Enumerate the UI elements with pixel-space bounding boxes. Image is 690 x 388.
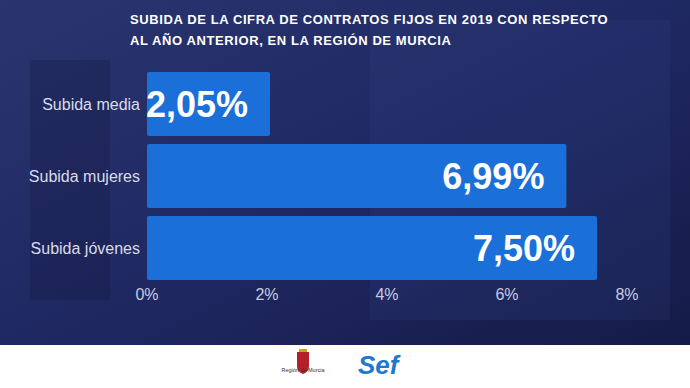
footer-band	[0, 345, 690, 388]
category-label: Subida mujeres	[29, 168, 140, 185]
background	[0, 0, 690, 345]
tick-label: 2%	[255, 286, 278, 303]
footer-logos: Región de Murcia Sef	[281, 349, 400, 380]
data-label: 7,50%	[473, 228, 575, 269]
chart-svg: SUBIDA DE LA CIFRA DE CONTRATOS FIJOS EN…	[0, 0, 690, 388]
tick-label: 8%	[615, 286, 638, 303]
crest-crown	[299, 349, 307, 352]
x-axis: 0% 2% 4% 6% 8%	[135, 286, 638, 303]
region-logo-text: Región de Murcia	[281, 367, 325, 373]
data-label: 2,05%	[146, 84, 248, 125]
category-label: Subida media	[42, 96, 140, 113]
bar	[147, 144, 566, 208]
tick-label: 0%	[135, 286, 158, 303]
brand-logo: Sef	[358, 350, 401, 380]
chart-root: SUBIDA DE LA CIFRA DE CONTRATOS FIJOS EN…	[0, 0, 690, 388]
labels: Subida media 2,05% Subida mujeres 6,99% Subi…	[29, 84, 575, 269]
bar	[147, 216, 597, 280]
tick-label: 4%	[375, 286, 398, 303]
tick-label: 6%	[495, 286, 518, 303]
category-label: Subida jóvenes	[31, 240, 140, 257]
data-label: 6,99%	[442, 156, 544, 197]
chart-title: SUBIDA DE LA CIFRA DE CONTRATOS FIJOS EN…	[130, 12, 608, 48]
